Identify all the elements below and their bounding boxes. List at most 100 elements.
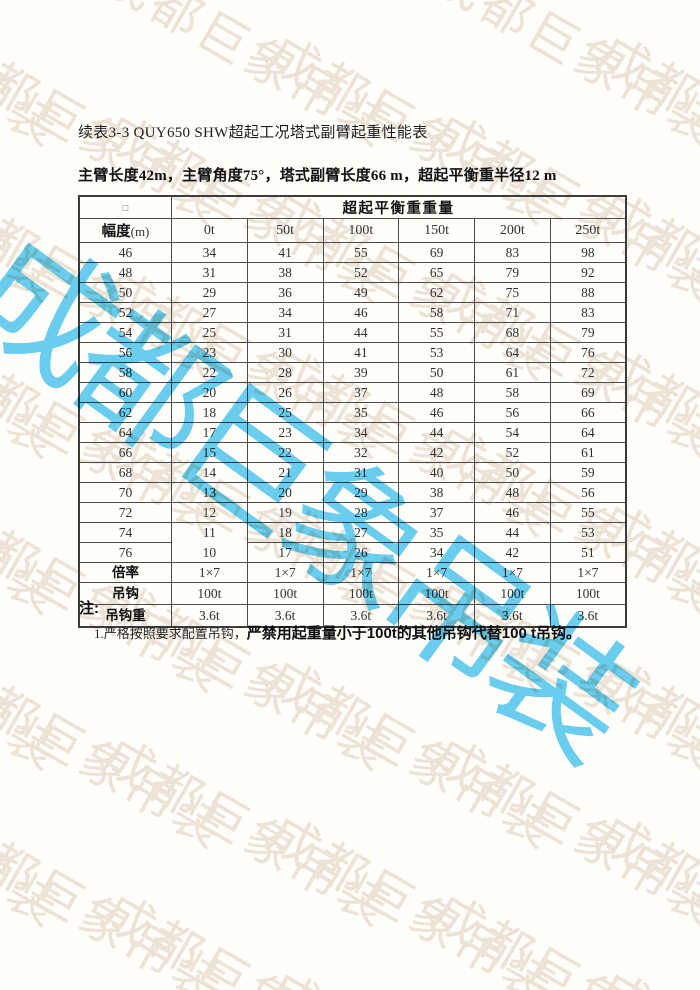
capacity-cell: 42 [398,442,475,463]
capacity-cell: 100t [549,582,627,605]
capacity-cell: 51 [549,542,627,563]
radius-cell: 50 [78,282,172,303]
capacity-cell: 29 [322,482,400,503]
capacity-cell: 19 [246,502,324,523]
capacity-cell: 38 [398,482,475,503]
capacity-cell: 55 [322,242,400,263]
capacity-cell: 39 [322,362,400,383]
counterweight-col-header: 200t [474,218,551,243]
capacity-cell: 23 [171,342,248,363]
note-1-text: 1.严格按照要求配置吊钩， [94,626,247,641]
capacity-cell: 1×7 [246,562,324,583]
capacity-cell: 26 [322,542,400,563]
capacity-cell: 58 [474,382,551,403]
capacity-cell: 79 [474,262,551,283]
capacity-cell: 61 [474,362,551,383]
capacity-cell: 46 [322,302,400,323]
radius-label: 幅度 [101,224,131,240]
capacity-cell: 23 [246,422,324,443]
capacity-cell: 3.6t [474,604,551,628]
table-row: 58 22 28 39 50 61 72 [78,362,627,383]
capacity-cell: 38 [246,262,324,283]
capacity-cell: 100t [171,582,248,605]
capacity-cell: 28 [246,362,324,383]
capacity-cell: 92 [549,262,627,283]
capacity-cell: 79 [549,322,627,343]
merged-header-row: □ 超起平衡重重量 [78,195,627,219]
column-header-row: 幅度(m) 0t 50t 100t 150t 200t 250t [78,218,627,243]
capacity-cell: 100t [474,582,551,605]
capacity-cell: 48 [398,382,475,403]
table-row: 52 27 34 46 58 71 83 [78,302,627,323]
capacity-cell: 12 [171,502,248,523]
counterweight-weight-header: 超起平衡重重量 [171,195,627,219]
radius-cell: 70 [78,482,172,503]
capacity-cell: 32 [322,442,400,463]
capacity-cell: 18 [246,522,324,543]
capacity-cell: 20 [171,382,248,403]
capacity-cell: 46 [398,402,475,423]
radius-cell: 68 [78,462,172,483]
table-row: 吊钩重 3.6t 3.6t 3.6t 3.6t 3.6t 3.6t [78,604,627,628]
capacity-cell: 68 [474,322,551,343]
capacity-cell: 53 [398,342,475,363]
radius-cell: 56 [78,342,172,363]
document-title: 续表3-3 QUY650 SHW超起工况塔式副臂起重性能表 [78,125,428,141]
capacity-cell: 42 [474,542,551,563]
capacity-cell: 54 [474,422,551,443]
counterweight-col-header: 100t [322,218,400,243]
table-row: 76 10 17 26 34 42 51 [78,542,627,563]
capacity-cell: 36 [246,282,324,303]
capacity-cell: 3.6t [398,604,475,628]
capacity-cell: 31 [171,262,248,283]
capacity-cell: 18 [171,402,248,423]
capacity-cell: 1×7 [474,562,551,583]
capacity-cell: 22 [246,442,324,463]
capacity-cell: 31 [246,322,324,343]
radius-cell: 52 [78,302,172,323]
capacity-cell: 65 [398,262,475,283]
capacity-cell: 3.6t [171,604,248,628]
table-row: 62 18 25 35 46 56 66 [78,402,627,423]
table-row: 56 23 30 41 53 64 76 [78,342,627,363]
capacity-cell: 100t [246,582,324,605]
table-row: 倍率 1×7 1×7 1×7 1×7 1×7 1×7 [78,562,627,583]
capacity-cell: 17 [171,422,248,443]
capacity-cell: 52 [474,442,551,463]
capacity-cell: 56 [474,402,551,423]
capacity-cell: 76 [549,342,627,363]
capacity-cell: 53 [549,522,627,543]
capacity-cell: 62 [398,282,475,303]
capacity-cell: 37 [398,502,475,523]
capacity-cell: 98 [549,242,627,263]
table-row: 46 34 41 55 69 83 98 [78,242,627,263]
capacity-cell: 27 [322,522,400,543]
capacity-cell: 31 [322,462,400,483]
capacity-cell: 13 [171,482,248,503]
radius-cell: 58 [78,362,172,383]
lift-capacity-table: □ 超起平衡重重量 幅度(m) 0t 50t 100t 150t 200t 250t 46… [78,195,627,628]
capacity-cell: 55 [549,502,627,523]
capacity-cell: 3.6t [246,604,324,628]
note-1-emphasis: 严禁用起重量小于100t的其他吊钩代替100 t吊钩。 [246,625,581,642]
table-row: 60 20 26 37 48 58 69 [78,382,627,403]
radius-unit: (m) [130,224,150,239]
table-row: 66 15 22 32 42 52 61 [78,442,627,463]
capacity-cell: 100t [398,582,475,605]
table-row: 54 25 31 44 55 68 79 [78,322,627,343]
capacity-cell: 44 [474,522,551,543]
notes-label: 注: [79,600,99,617]
radius-cell: 62 [78,402,172,423]
capacity-cell: 34 [322,422,400,443]
capacity-cell: 3.6t [322,604,400,628]
capacity-cell: 41 [322,342,400,363]
table-row: 72 12 19 28 37 46 55 [78,502,627,523]
capacity-cell: 100t [322,582,400,605]
capacity-cell: 61 [549,442,627,463]
capacity-cell: 59 [549,462,627,483]
radius-header-cell: 幅度(m) [78,218,172,243]
capacity-cell: 72 [549,362,627,383]
capacity-cell: 21 [246,462,324,483]
